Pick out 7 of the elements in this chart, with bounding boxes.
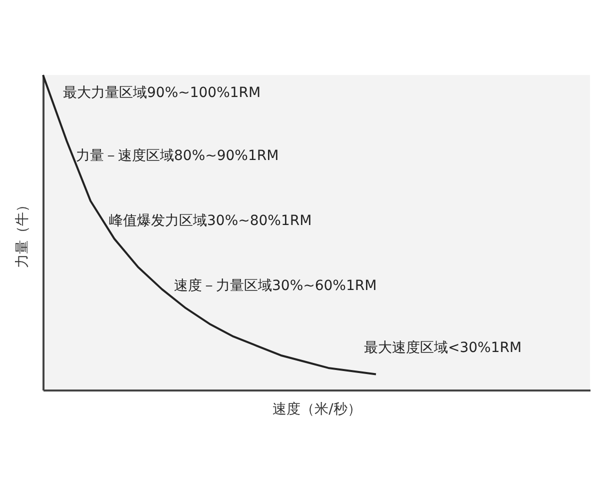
annotation: 最大速度区域<30%1RM xyxy=(364,340,522,356)
y-axis-title: 力量（牛） xyxy=(14,198,30,268)
annotation: 速度－力量区域30%~60%1RM xyxy=(174,278,377,294)
annotation: 峰值爆发力区域30%~80%1RM xyxy=(109,213,312,229)
annotation: 力量－速度区域80%~90%1RM xyxy=(76,148,279,164)
annotation: 最大力量区域90%~100%1RM xyxy=(63,85,261,101)
x-axis-title: 速度（米/秒） xyxy=(272,402,362,418)
